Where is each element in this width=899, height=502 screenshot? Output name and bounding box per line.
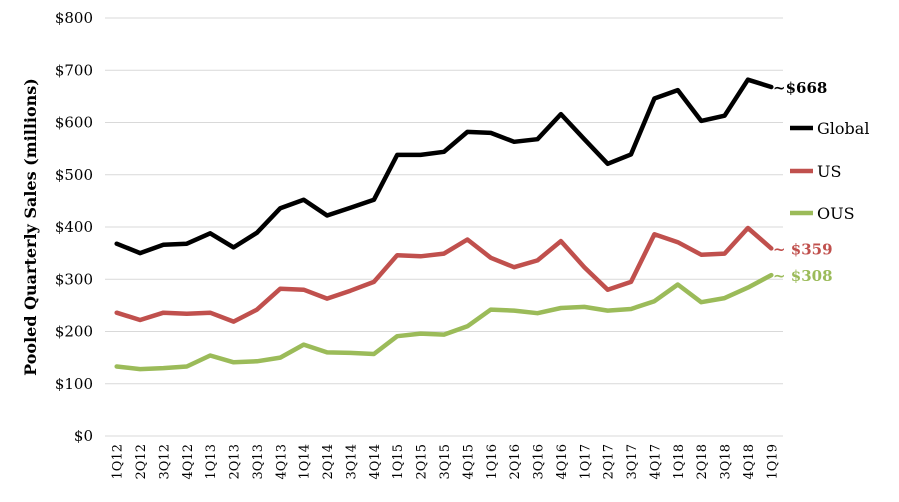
annotation-us: ~ $359 (773, 240, 833, 258)
gridlines (105, 17, 783, 385)
x-tick-label: 3Q13 (251, 444, 266, 479)
y-axis-ticks: $0 $100 $200 $300 $400 $500 $600 $700 $800 (55, 9, 93, 445)
legend-label-global: Global (817, 119, 869, 138)
x-tick-label: 2Q12 (134, 444, 149, 479)
x-tick-label: 1Q17 (578, 444, 593, 479)
y-tick-label: $300 (55, 270, 93, 288)
x-tick-label: 4Q12 (181, 444, 196, 479)
x-tick-label: 3Q16 (532, 444, 547, 479)
x-tick-label: 2Q16 (508, 444, 523, 479)
x-tick-label: 1Q13 (204, 444, 219, 479)
x-tick-label: 4Q16 (555, 444, 570, 479)
x-axis-ticks: 1Q12 2Q12 3Q12 4Q12 1Q13 2Q13 3Q13 4Q13 1Q14 2Q14… (111, 444, 781, 479)
x-tick-label: 1Q15 (391, 444, 406, 479)
x-tick-label: 3Q15 (438, 444, 453, 479)
annotation-global: ~$668 (773, 79, 827, 97)
y-tick-label: $0 (74, 427, 93, 445)
legend: Global US OUS (790, 119, 869, 223)
x-tick-label: 4Q13 (274, 444, 289, 479)
x-tick-label: 1Q16 (485, 444, 500, 479)
x-tick-label: 4Q18 (742, 444, 757, 479)
x-tick-label: 3Q17 (625, 444, 640, 479)
end-value-annotations: ~$668 ~ $359 ~ $308 (773, 79, 833, 285)
x-tick-label: 2Q18 (695, 444, 710, 479)
series-lines (114, 77, 774, 372)
x-tick-label: 2Q15 (415, 444, 430, 479)
x-tick-label: 4Q17 (648, 444, 663, 479)
x-tick-label: 1Q14 (298, 444, 313, 479)
y-tick-label: $500 (55, 166, 93, 184)
y-tick-label: $400 (55, 218, 93, 236)
x-tick-label: 4Q14 (368, 444, 383, 479)
x-tick-label: 2Q14 (321, 444, 336, 479)
x-tick-label: 3Q12 (157, 444, 172, 479)
x-tick-label: 1Q12 (111, 444, 126, 479)
y-axis-label: Pooled Quarterly Sales (millions) (21, 78, 40, 376)
x-tick-label: 2Q17 (602, 444, 617, 479)
x-tick-label: 3Q14 (344, 444, 359, 479)
x-tick-label: 1Q19 (765, 444, 780, 479)
y-tick-label: $200 (55, 323, 93, 341)
y-tick-label: $700 (55, 61, 93, 79)
series-line-ous (114, 272, 774, 372)
y-tick-label: $800 (55, 9, 93, 27)
annotation-ous: ~ $308 (773, 267, 833, 285)
legend-label-us: US (817, 162, 841, 181)
x-tick-label: 1Q18 (672, 444, 687, 479)
y-tick-label: $600 (55, 114, 93, 132)
x-tick-label: 3Q18 (719, 444, 734, 479)
series-line-us (114, 225, 774, 324)
x-tick-label: 4Q15 (461, 444, 476, 479)
legend-label-ous: OUS (817, 204, 855, 223)
x-tick-label: 2Q13 (228, 444, 243, 479)
y-tick-label: $100 (55, 375, 93, 393)
